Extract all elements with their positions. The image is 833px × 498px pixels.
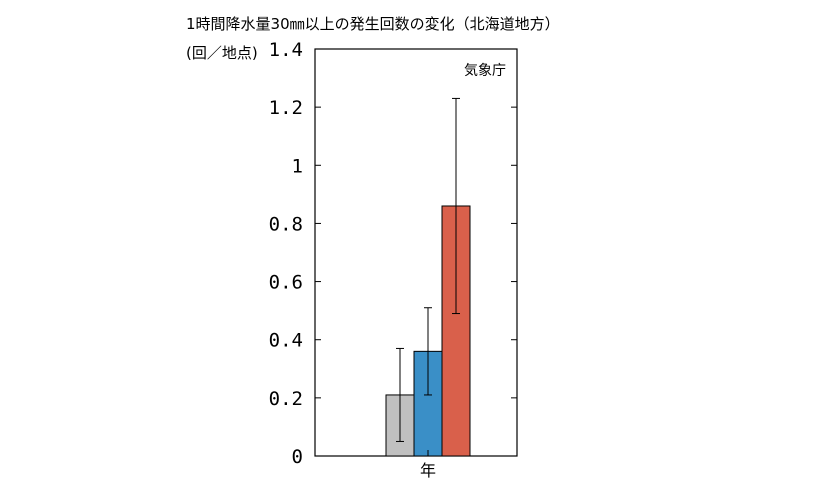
y-tick-label: 0.8 xyxy=(269,213,303,235)
chart-title: 1時間降水量30㎜以上の発生回数の変化（北海道地方） xyxy=(186,15,560,33)
y-tick-label: 1.4 xyxy=(269,39,303,61)
x-category-label: 年 xyxy=(420,461,436,480)
y-tick-label: 0.2 xyxy=(269,388,303,410)
y-tick-label: 0 xyxy=(292,446,303,468)
y-tick-label: 1.2 xyxy=(269,97,303,119)
y-tick-label: 0.4 xyxy=(269,330,303,352)
y-axis-label: (回／地点) xyxy=(186,44,258,62)
y-tick-label: 0.6 xyxy=(269,272,303,294)
y-axis-ticks: 0 0.2 0.4 0.6 0.8 1 1.2 1.4 xyxy=(269,39,517,468)
x-axis-categories: 年 xyxy=(420,450,436,480)
bars xyxy=(385,97,471,457)
source-label: 気象庁 xyxy=(464,63,506,79)
y-tick-label: 1 xyxy=(292,155,303,177)
